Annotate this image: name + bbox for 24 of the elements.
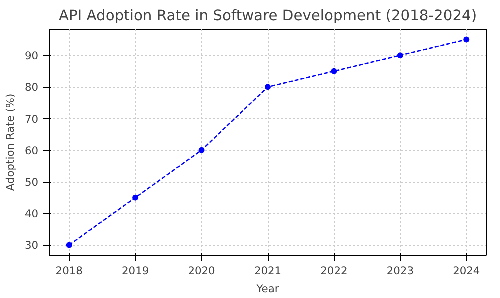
point [132,194,139,201]
chart-title: API Adoption Rate in Software Development (2018-2024) [58,8,478,24]
x-tick-label: 2022 [320,264,348,278]
point [265,84,271,90]
x-tick-label: 2023 [386,264,414,278]
y-tick-label: 90 [24,50,39,63]
point [198,147,205,154]
y-tick-label: 60 [24,144,39,158]
y-tick-label: 80 [24,81,39,94]
y-tick-label: 50 [24,176,39,190]
point [397,52,404,59]
y-tick-label: 70 [24,112,39,126]
x-tick-label: 2024 [453,264,480,278]
y-axis-title: Adoption Rate (%) [4,94,17,192]
point [464,36,470,43]
x-axis-title: Year [256,282,280,296]
point [66,242,72,248]
x-tick-label: 2018 [56,264,84,278]
x-tick-label: 2020 [188,264,216,278]
x-tick-label: 2021 [254,264,282,278]
y-tick-label: 30 [24,239,39,252]
x-tick-label: 2019 [122,264,150,278]
point [331,68,338,74]
y-tick-label: 40 [24,208,39,221]
